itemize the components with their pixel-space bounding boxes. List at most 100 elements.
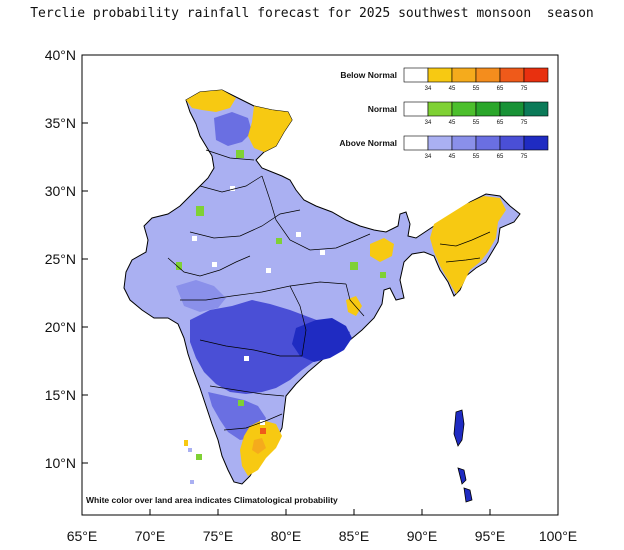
white-cell bbox=[266, 268, 271, 273]
state-border bbox=[223, 413, 283, 431]
y-tick-label: 20°N bbox=[45, 319, 76, 335]
legend-tick-label: 55 bbox=[473, 86, 480, 92]
x-tick-labels: 65°E 70°E 75°E 80°E 85°E 90°E 95°E 100°E bbox=[67, 528, 577, 544]
white-cell bbox=[192, 236, 197, 241]
y-tick-label: 35°N bbox=[45, 115, 76, 131]
legend-tick-label: 75 bbox=[521, 154, 528, 160]
x-tick-label: 90°E bbox=[407, 528, 438, 544]
state-border bbox=[180, 281, 347, 301]
state-border bbox=[199, 339, 302, 357]
legend-swatch bbox=[499, 67, 525, 83]
legend-tick-label: 75 bbox=[521, 86, 528, 92]
normal-cell bbox=[380, 272, 386, 278]
bengal-below-zone bbox=[370, 238, 394, 262]
normal-cell bbox=[350, 262, 358, 270]
white-cell bbox=[320, 250, 325, 255]
state-border bbox=[205, 149, 255, 161]
legend-swatch bbox=[523, 101, 549, 117]
normal-cell bbox=[176, 262, 182, 270]
legend-swatch bbox=[403, 67, 429, 83]
tamil-nadu-orange-spot bbox=[252, 438, 266, 454]
climatology-note: White color over land area indicates Cli… bbox=[86, 495, 338, 505]
legend-tick-label: 65 bbox=[497, 154, 504, 160]
legend-row-label: Above Normal bbox=[339, 138, 397, 148]
legend-row-label: Normal bbox=[368, 104, 397, 114]
x-tick-label: 95°E bbox=[475, 528, 506, 544]
climatological-cells bbox=[192, 186, 325, 425]
legend-tick-label: 65 bbox=[497, 86, 504, 92]
legend: Below Normal 34 45 55 65 75 Normal 34 45 55 65 75 Ab… bbox=[339, 67, 549, 160]
white-cell bbox=[296, 232, 301, 237]
x-tick-marks bbox=[81, 509, 559, 515]
legend-swatch bbox=[499, 135, 525, 151]
legend-swatch bbox=[475, 101, 501, 117]
ladakh-below-zone bbox=[248, 106, 292, 152]
legend-swatch bbox=[523, 67, 549, 83]
y-tick-marks bbox=[82, 54, 88, 464]
white-cell bbox=[230, 186, 235, 191]
y-tick-label: 40°N bbox=[45, 47, 76, 63]
state-border bbox=[167, 255, 251, 277]
legend-tick-label: 75 bbox=[521, 120, 528, 126]
legend-tick-label: 34 bbox=[425, 120, 432, 126]
north-mid-zone bbox=[214, 112, 252, 146]
legend-tick-label: 55 bbox=[473, 120, 480, 126]
state-border bbox=[445, 257, 481, 263]
state-border bbox=[289, 285, 307, 357]
east-dark-zone bbox=[292, 318, 352, 362]
legend-swatch bbox=[475, 135, 501, 151]
x-tick-label: 85°E bbox=[339, 528, 370, 544]
legend-tick-label: 34 bbox=[425, 86, 432, 92]
legend-swatch bbox=[499, 101, 525, 117]
normal-cell bbox=[196, 454, 202, 460]
normal-cell bbox=[196, 206, 204, 216]
y-tick-labels: 40°N 35°N 30°N 25°N 20°N 15°N 10°N bbox=[45, 47, 76, 471]
state-border bbox=[189, 209, 301, 239]
legend-tick-label: 45 bbox=[449, 154, 456, 160]
lakshadweep-island bbox=[184, 440, 188, 446]
above-normal-dark-zones bbox=[176, 112, 352, 440]
legend-row-label: Below Normal bbox=[340, 70, 397, 80]
white-cell bbox=[212, 262, 217, 267]
legend-swatch bbox=[403, 135, 429, 151]
state-boundaries bbox=[167, 149, 491, 431]
jammu-kashmir-below-zone bbox=[186, 90, 236, 112]
tamil-nadu-red-spot bbox=[260, 428, 266, 434]
andaman-nicobar-islands bbox=[453, 409, 473, 503]
legend-swatch bbox=[403, 101, 429, 117]
legend-swatch bbox=[427, 67, 453, 83]
legend-swatch bbox=[427, 135, 453, 151]
y-tick-label: 10°N bbox=[45, 455, 76, 471]
state-border bbox=[199, 175, 263, 193]
x-tick-label: 80°E bbox=[271, 528, 302, 544]
state-border bbox=[439, 231, 491, 247]
y-tick-label: 25°N bbox=[45, 251, 76, 267]
lakshadweep-island bbox=[190, 480, 194, 484]
white-cell bbox=[244, 356, 249, 361]
legend-swatch bbox=[451, 67, 477, 83]
west-mid-zone bbox=[176, 280, 226, 312]
nicobar-island bbox=[457, 467, 467, 485]
white-cell bbox=[260, 420, 265, 425]
x-tick-label: 75°E bbox=[203, 528, 234, 544]
x-tick-label: 65°E bbox=[67, 528, 98, 544]
northeast-below-zone bbox=[430, 196, 506, 294]
legend-tick-label: 65 bbox=[497, 120, 504, 126]
legend-swatch bbox=[475, 67, 501, 83]
x-tick-label: 100°E bbox=[539, 528, 577, 544]
state-border bbox=[261, 175, 371, 251]
below-normal-zones bbox=[186, 90, 506, 476]
odisha-below-zone bbox=[346, 296, 362, 316]
legend-tick-label: 45 bbox=[449, 120, 456, 126]
state-border bbox=[345, 283, 365, 317]
legend-swatch bbox=[427, 101, 453, 117]
normal-cell bbox=[276, 238, 282, 244]
legend-swatch bbox=[523, 135, 549, 151]
normal-zones bbox=[176, 150, 386, 460]
lakshadweep-islands bbox=[184, 440, 194, 484]
legend-tick-label: 55 bbox=[473, 154, 480, 160]
x-tick-label: 70°E bbox=[135, 528, 166, 544]
andaman-island bbox=[453, 409, 465, 447]
